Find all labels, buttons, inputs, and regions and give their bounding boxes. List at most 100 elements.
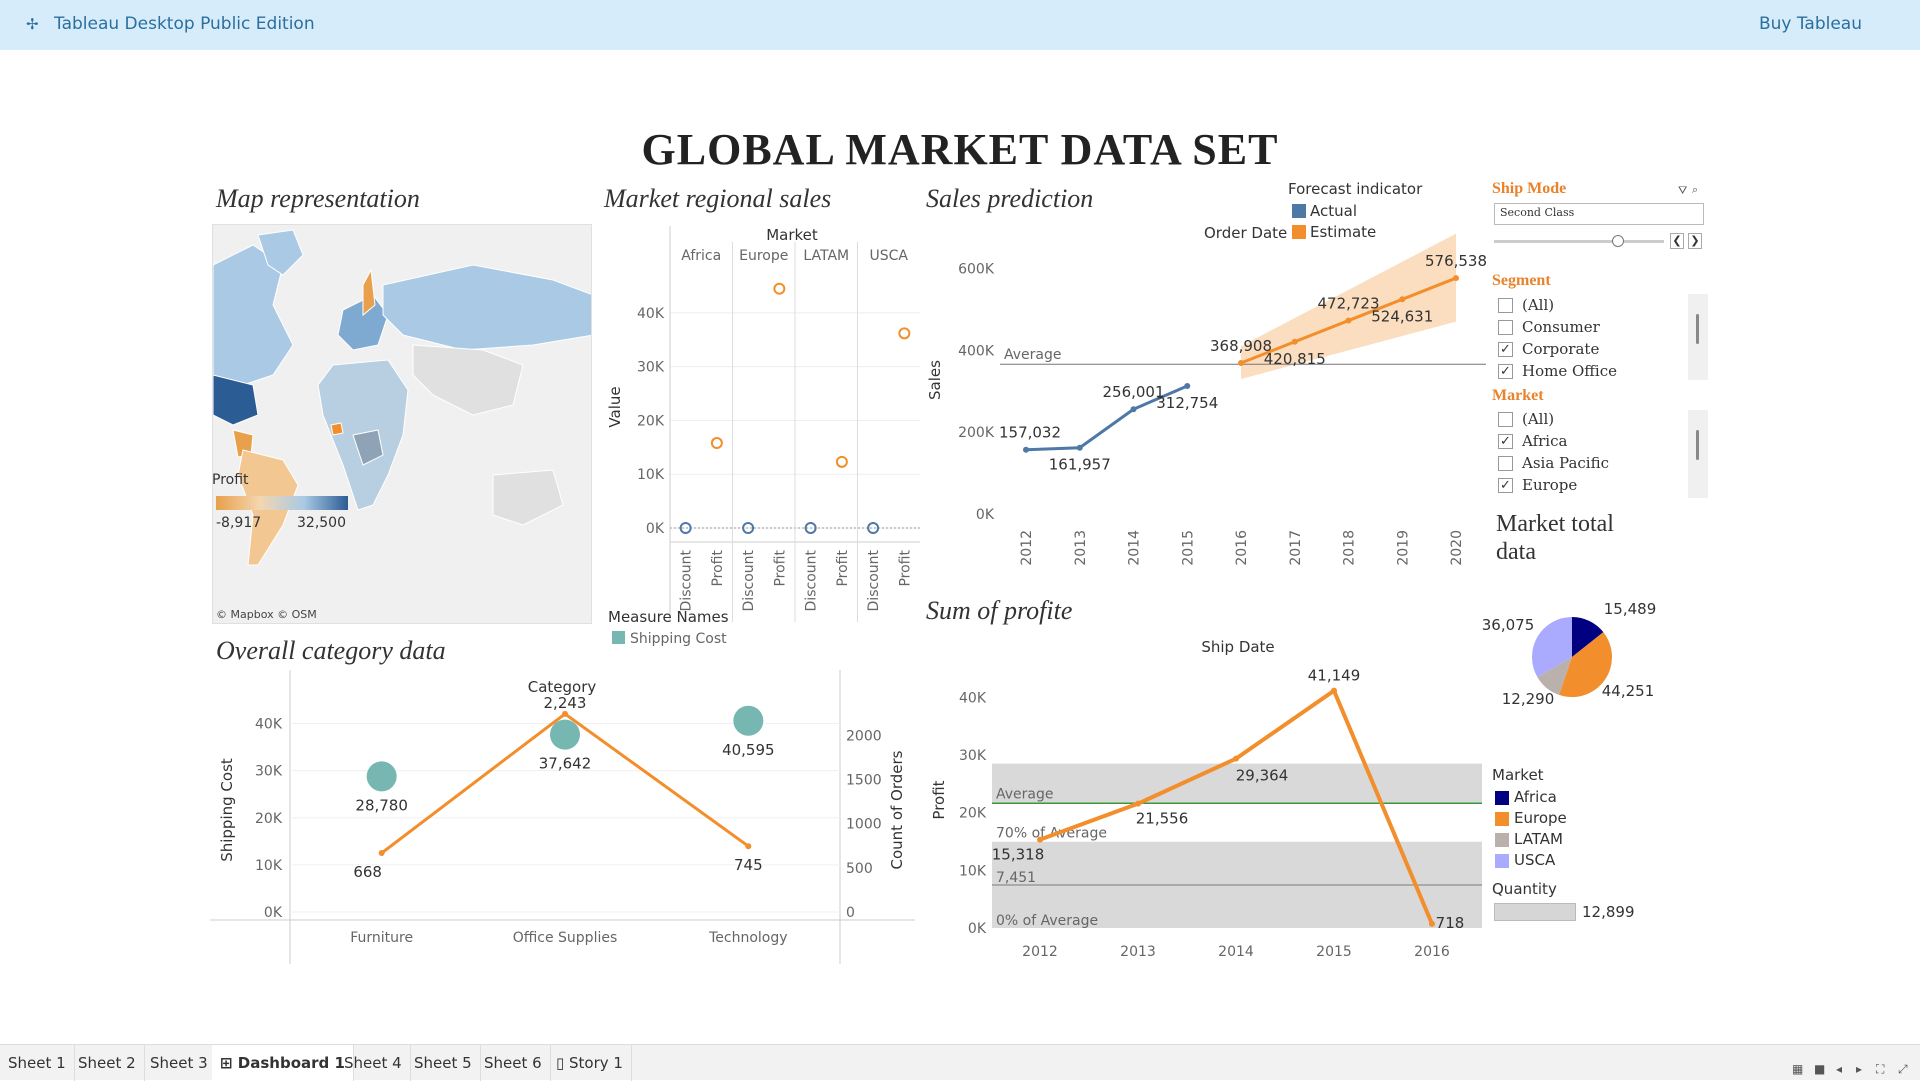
segment-option[interactable]: ✓ Home Office [1498,361,1617,381]
segment-option[interactable]: Consumer [1498,317,1600,337]
regional-header: Market [766,226,818,244]
segment-scroll-thumb[interactable] [1696,314,1699,344]
market-scroll-thumb[interactable] [1696,430,1699,460]
profit-reference-label: 7,451 [996,870,1036,886]
profit-label: 718 [1436,914,1465,932]
segment-scrollbar[interactable] [1688,294,1708,380]
ship-mode-slider-track[interactable] [1494,240,1664,243]
prediction-ytick: 0K [976,507,995,523]
sales-prediction-chart[interactable]: Sales 0K 200K 400K 600K Average 157,032 161,957… [926,230,1496,580]
market-option[interactable]: ✓ Europe [1498,475,1577,495]
profit-label: 41,149 [1308,667,1361,685]
world-map[interactable] [212,224,592,624]
search-icon[interactable]: ⌕ [1692,183,1699,196]
regional-market-label: Africa [681,248,721,264]
tab-sheet-6[interactable]: Sheet 6 [476,1045,551,1081]
tab-story-1[interactable]: ▯ Story 1 [548,1045,632,1081]
prediction-xtick: 2020 [1449,530,1465,566]
ship-mode-input[interactable]: Second Class [1494,203,1704,225]
data-label: 524,631 [1371,307,1433,325]
sheet-tabs: Sheet 1 Sheet 2 Sheet 3 ⊞ Dashboard 1 Sheet … [0,1044,1920,1081]
data-label: 312,754 [1156,394,1218,412]
pie-slice [1537,657,1572,695]
ship-mode-prev-button[interactable]: ❮ [1670,233,1684,249]
tab-sheet-3[interactable]: Sheet 3 [142,1045,217,1081]
prev-sheet-icon[interactable]: ◂ [1836,1062,1843,1076]
next-sheet-icon[interactable]: ▸ [1856,1062,1863,1076]
ship-mode-title: Ship Mode [1492,180,1567,197]
pie-legend-label[interactable]: USCA [1514,851,1556,869]
market-checkbox[interactable]: ✓ [1498,433,1513,449]
tab-sheet-2[interactable]: Sheet 2 [70,1045,145,1081]
segment-option-label: Consumer [1522,318,1600,336]
prediction-ytick: 200K [958,425,995,441]
segment-option[interactable]: (All) [1498,295,1554,315]
profit-xtick: 2013 [1120,944,1156,960]
category-xtick: Technology [708,930,787,946]
profit-point [1037,836,1043,843]
data-label: 472,723 [1317,295,1379,313]
segment-checkbox[interactable]: ✓ [1498,341,1513,357]
regional-point [835,455,848,468]
profit-title: Sum of profite [926,596,1073,625]
ship-mode-next-button[interactable]: ❯ [1688,233,1702,249]
filter-icon[interactable]: ⛛ [1678,184,1688,197]
map-legend-title: Profit [212,472,249,488]
data-label: 576,538 [1425,252,1487,270]
segment-checkbox[interactable]: ✓ [1498,363,1513,379]
profit-ytick: 0K [968,921,987,937]
map-credit: © Mapbox © OSM [216,608,317,621]
tab-dashboard-1[interactable]: ⊞ Dashboard 1 [212,1045,354,1081]
category-ylabel: Shipping Cost [218,758,236,862]
market-total-title-line2: data [1496,539,1536,565]
regional-sales-chart[interactable]: Market Value 0K 10K 20K 30K 40K Africa Discount P… [600,222,920,647]
usa-shape [213,374,259,426]
market-option[interactable]: Asia Pacific [1498,453,1609,473]
segment-option[interactable]: ✓ Corporate [1498,339,1599,359]
regional-point [898,327,911,340]
regional-point [710,437,723,450]
market-option-label: Africa [1522,432,1568,450]
pie-slice [1559,632,1612,697]
market-option[interactable]: (All) [1498,409,1554,429]
profit-xtick: 2016 [1414,944,1450,960]
market-checkbox[interactable]: ✓ [1498,477,1513,493]
ship-mode-slider-thumb[interactable] [1612,235,1624,247]
actual-swatch [1292,204,1306,218]
segment-checkbox[interactable] [1498,319,1513,335]
market-checkbox[interactable] [1498,455,1513,471]
market-pie-chart[interactable]: 15,489 44,251 12,290 36,075 [1480,590,1700,720]
pie-legend-label[interactable]: LATAM [1514,830,1563,848]
prediction-xtick: 2013 [1073,530,1089,566]
russia-shape [382,264,591,351]
profit-band-lower [992,886,1482,928]
pie-legend-title: Market [1492,766,1544,784]
tab-sheet-4[interactable]: Sheet 4 [336,1045,411,1081]
filmstrip-icon[interactable]: ■ [1814,1062,1826,1076]
fit-icon[interactable]: ⛶ [1876,1062,1885,1076]
prediction-xtick: 2017 [1288,530,1304,566]
profit-ytick: 20K [959,806,987,822]
series-line [1025,384,1188,452]
prediction-xtick: 2019 [1395,530,1411,566]
market-scrollbar[interactable] [1688,410,1708,498]
pie-legend-label[interactable]: Europe [1514,809,1567,827]
shipping-cost-bubble [550,719,580,750]
buy-tableau-link[interactable]: Buy Tableau [1758,14,1862,34]
average-label: Average [1004,347,1062,363]
market-option[interactable]: ✓ Africa [1498,431,1567,451]
tab-sheet-1[interactable]: Sheet 1 [0,1045,75,1081]
category-chart[interactable]: Category Shipping Cost Count of Orders 0K 10… [210,670,920,970]
grid-view-icon[interactable]: ▦ [1792,1062,1804,1076]
pie-label: 44,251 [1602,682,1655,700]
tab-sheet-5[interactable]: Sheet 5 [406,1045,481,1081]
series-point [1399,296,1406,303]
market-checkbox[interactable] [1498,411,1513,427]
regional-market-label: USCA [870,248,909,264]
regional-measure-label: Discount [804,549,820,611]
segment-checkbox[interactable] [1498,297,1513,313]
fullscreen-icon[interactable]: ⤢ [1898,1062,1908,1076]
pie-legend-label[interactable]: Africa [1514,788,1557,806]
prediction-title: Sales prediction [926,184,1094,213]
